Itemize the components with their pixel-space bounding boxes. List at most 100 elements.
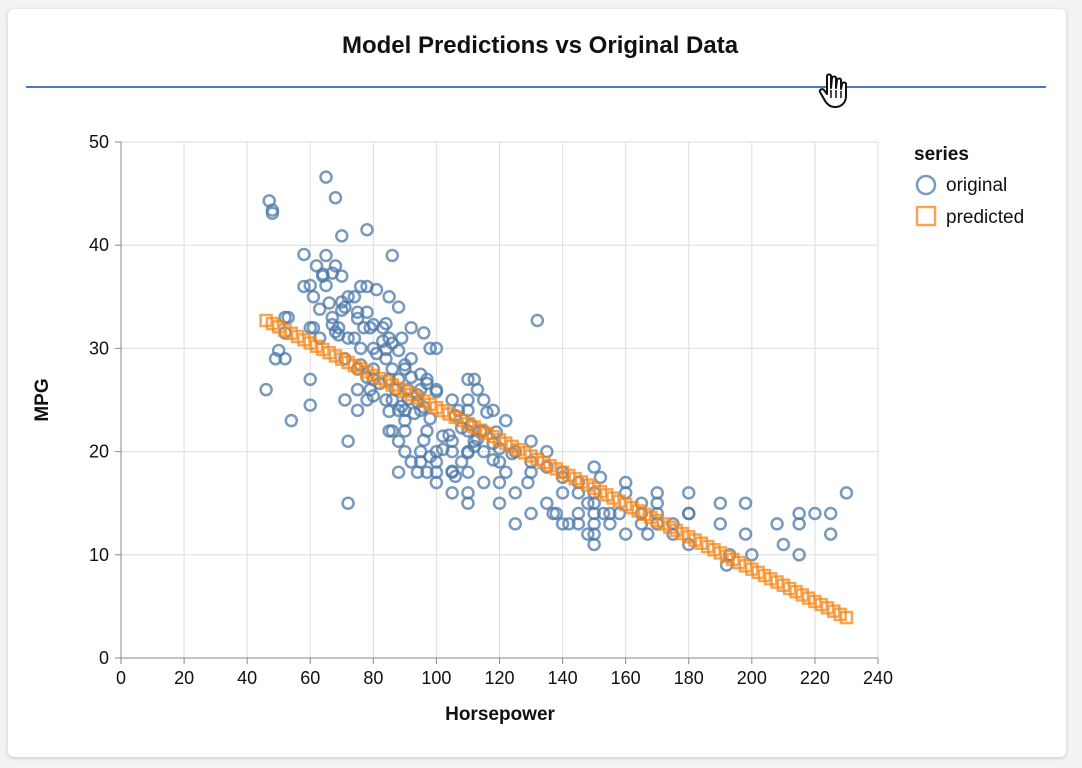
- original-point: [435, 442, 450, 457]
- y-axis-label: MPG: [32, 378, 53, 421]
- original-point: [555, 486, 570, 500]
- original-point: [319, 248, 333, 263]
- original-point: [429, 384, 444, 399]
- original-point: [499, 465, 513, 479]
- legend-original-swatch: [915, 174, 937, 196]
- chart-title: Model Predictions vs Original Data: [341, 32, 739, 59]
- original-point: [486, 453, 500, 467]
- original-point: [650, 486, 664, 500]
- original-point: [338, 393, 352, 407]
- original-point: [492, 475, 507, 490]
- predicted-point: [839, 610, 854, 625]
- original-point: [823, 506, 838, 521]
- original-point: [391, 434, 406, 449]
- original-point: [303, 398, 317, 412]
- axes: 0 20 40 60 80 100 120 140 160 180 200 220 240 0 10 20 30…: [89, 132, 893, 688]
- original-point: [363, 321, 377, 335]
- original-point: [508, 517, 523, 531]
- original-point: [341, 290, 355, 304]
- original-point: [738, 527, 753, 541]
- original-point: [776, 537, 791, 552]
- original-point: [540, 496, 554, 510]
- original-point: [391, 300, 406, 314]
- original-point: [499, 413, 513, 428]
- original-point: [524, 434, 538, 449]
- original-point: [420, 376, 434, 391]
- original-point: [461, 372, 475, 387]
- x-tick-label: 140: [548, 668, 578, 688]
- original-point: [360, 305, 374, 320]
- y-tick-label: 10: [89, 545, 109, 565]
- original-point: [792, 517, 806, 531]
- title-divider: [26, 86, 1046, 88]
- original-point: [618, 527, 633, 541]
- original-point: [420, 465, 434, 479]
- original-point: [738, 496, 753, 510]
- original-point: [454, 455, 469, 469]
- original-point: [470, 382, 485, 397]
- original-point: [417, 326, 431, 340]
- original-point: [423, 341, 437, 356]
- original-point: [508, 486, 523, 500]
- original-point: [360, 222, 374, 237]
- original-point: [429, 341, 444, 356]
- original-point: [713, 517, 728, 531]
- original-point: [353, 279, 368, 294]
- original-point: [398, 413, 412, 428]
- original-point: [492, 496, 507, 510]
- original-point: [555, 517, 570, 531]
- legend: series original predicted: [914, 144, 1024, 228]
- original-point: [839, 486, 854, 500]
- original-point: [328, 259, 343, 273]
- original-point: [562, 517, 576, 531]
- original-point: [385, 248, 400, 263]
- original-point: [666, 527, 680, 541]
- original-point: [480, 405, 494, 420]
- original-point: [259, 382, 273, 397]
- original-point: [335, 229, 349, 243]
- x-tick-label: 220: [800, 668, 830, 688]
- original-point: [429, 444, 444, 459]
- original-point: [398, 362, 412, 376]
- y-tick-label: 40: [89, 235, 109, 255]
- y-tick-label: 0: [99, 648, 109, 668]
- original-point: [325, 310, 340, 325]
- x-tick-label: 180: [674, 668, 704, 688]
- x-tick-label: 100: [421, 668, 451, 688]
- original-point: [350, 382, 365, 397]
- original-point: [391, 465, 406, 479]
- x-axis-label: Horsepower: [445, 704, 555, 725]
- original-point: [404, 370, 418, 385]
- original-point: [341, 496, 355, 510]
- original-point: [823, 527, 838, 541]
- original-point: [319, 170, 333, 184]
- original-point: [303, 372, 317, 387]
- original-point: [350, 305, 365, 320]
- legend-title: series: [914, 144, 969, 165]
- original-point: [322, 296, 336, 310]
- original-point: [328, 190, 343, 205]
- original-point: [429, 475, 444, 490]
- original-point: [596, 506, 611, 521]
- original-point: [350, 311, 365, 326]
- original-point: [297, 247, 311, 262]
- original-point: [492, 455, 507, 469]
- original-point: [448, 469, 463, 484]
- original-point: [461, 465, 475, 479]
- original-point: [306, 290, 321, 304]
- original-point: [325, 266, 340, 280]
- original-point: [530, 313, 545, 328]
- x-tick-label: 120: [484, 668, 514, 688]
- x-tick-label: 20: [174, 668, 194, 688]
- original-point: [284, 413, 299, 428]
- original-point: [391, 343, 406, 358]
- original-point: [278, 351, 292, 366]
- original-point: [549, 506, 564, 521]
- original-point: [347, 290, 362, 304]
- original-point: [376, 321, 390, 335]
- y-tick-label: 50: [89, 132, 109, 152]
- original-point: [335, 303, 349, 317]
- legend-predicted-label: predicted: [946, 207, 1024, 228]
- original-point: [713, 496, 728, 510]
